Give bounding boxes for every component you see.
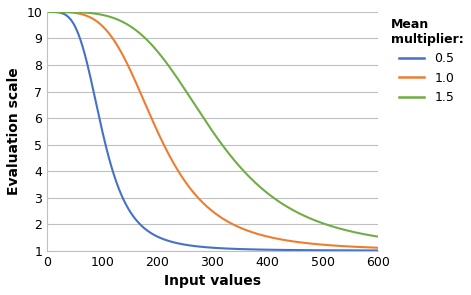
X-axis label: Input values: Input values [164,274,261,288]
Legend: 0.5, 1.0, 1.5: 0.5, 1.0, 1.5 [390,18,463,104]
Y-axis label: Evaluation scale: Evaluation scale [7,68,21,195]
